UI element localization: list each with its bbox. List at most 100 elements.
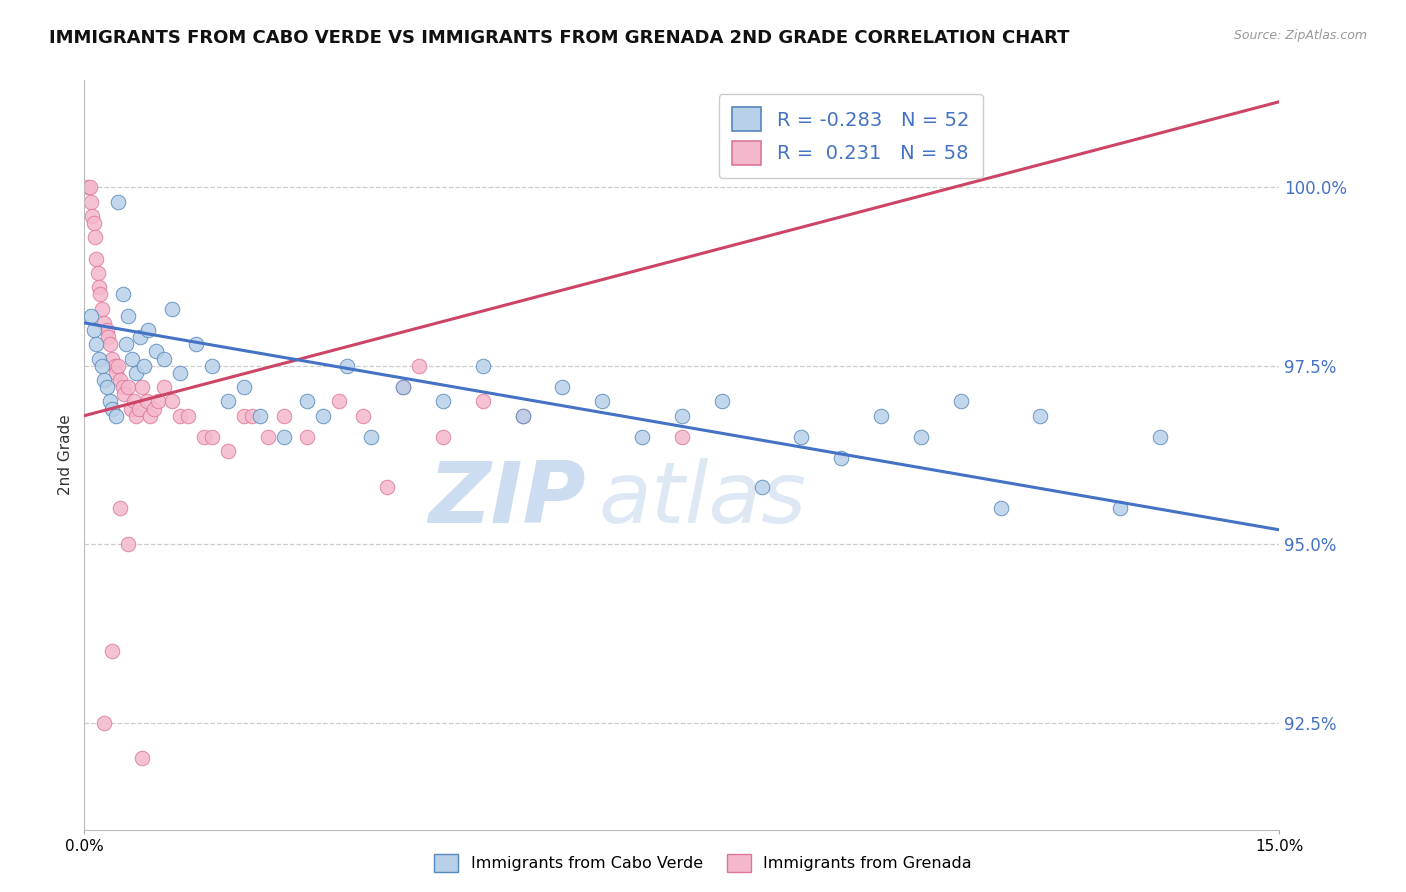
Point [512, 409, 534, 423]
Point [273, 430, 295, 444]
Point [1029, 409, 1052, 423]
Point [120, 401, 142, 416]
Point [98, 394, 121, 409]
Point [160, 301, 183, 316]
Point [89, 287, 111, 301]
Point [249, 409, 271, 423]
Point [110, 373, 132, 387]
Point [83, 323, 105, 337]
Point [217, 444, 239, 458]
Point [169, 409, 191, 423]
Point [217, 394, 239, 409]
Point [432, 394, 454, 409]
Text: Source: ZipAtlas.com: Source: ZipAtlas.com [1233, 29, 1367, 42]
Point [90, 359, 112, 373]
Point [105, 366, 128, 380]
Text: ZIP: ZIP [429, 458, 586, 541]
Point [830, 451, 852, 466]
Point [910, 430, 932, 444]
Point [111, 287, 134, 301]
Point [97, 330, 120, 344]
Point [297, 394, 319, 409]
Point [136, 323, 159, 337]
Point [297, 430, 319, 444]
Point [710, 394, 733, 409]
Point [790, 430, 813, 444]
Point [93, 316, 115, 330]
Point [80, 309, 103, 323]
Point [121, 351, 143, 366]
Point [408, 359, 430, 373]
Point [184, 337, 207, 351]
Point [86, 252, 108, 266]
Point [432, 430, 454, 444]
Point [117, 537, 139, 551]
Point [80, 194, 103, 209]
Point [336, 359, 359, 373]
Point [201, 430, 224, 444]
Point [117, 380, 139, 394]
Point [360, 430, 382, 444]
Point [93, 373, 115, 387]
Text: IMMIGRANTS FROM CABO VERDE VS IMMIGRANTS FROM GRENADA 2ND GRADE CORRELATION CHAR: IMMIGRANTS FROM CABO VERDE VS IMMIGRANTS… [49, 29, 1070, 46]
Point [122, 394, 145, 409]
Point [82, 209, 104, 223]
Point [87, 351, 110, 366]
Point [990, 501, 1012, 516]
Point [512, 409, 534, 423]
Point [751, 480, 773, 494]
Point [201, 359, 224, 373]
Point [870, 409, 893, 423]
Point [471, 394, 494, 409]
Point [131, 380, 153, 394]
Point [83, 230, 105, 244]
Point [98, 337, 121, 351]
Point [551, 380, 574, 394]
Point [160, 394, 183, 409]
Point [110, 501, 132, 516]
Point [117, 309, 139, 323]
Point [153, 380, 176, 394]
Text: atlas: atlas [599, 458, 806, 541]
Point [131, 751, 153, 765]
Point [146, 394, 169, 409]
Point [87, 266, 110, 280]
Point [132, 359, 156, 373]
Point [125, 409, 148, 423]
Point [153, 351, 176, 366]
Point [949, 394, 972, 409]
Point [112, 387, 135, 401]
Point [256, 430, 278, 444]
Point [591, 394, 613, 409]
Point [193, 430, 215, 444]
Point [128, 401, 150, 416]
Point [86, 337, 108, 351]
Y-axis label: 2nd Grade: 2nd Grade [58, 415, 73, 495]
Point [232, 380, 254, 394]
Point [312, 409, 335, 423]
Point [101, 401, 124, 416]
Point [96, 323, 118, 337]
Point [138, 409, 160, 423]
Legend: R = -0.283   N = 52, R =  0.231   N = 58: R = -0.283 N = 52, R = 0.231 N = 58 [718, 94, 983, 178]
Point [240, 409, 263, 423]
Point [111, 380, 134, 394]
Point [177, 409, 200, 423]
Point [328, 394, 350, 409]
Point [83, 216, 105, 230]
Point [107, 359, 129, 373]
Point [105, 409, 128, 423]
Point [101, 644, 124, 658]
Point [79, 180, 101, 194]
Legend: Immigrants from Cabo Verde, Immigrants from Grenada: Immigrants from Cabo Verde, Immigrants f… [426, 847, 980, 880]
Point [101, 351, 124, 366]
Point [107, 194, 129, 209]
Point [392, 380, 415, 394]
Point [90, 301, 112, 316]
Point [135, 394, 157, 409]
Point [96, 380, 118, 394]
Point [1149, 430, 1171, 444]
Point [471, 359, 494, 373]
Point [631, 430, 654, 444]
Point [114, 337, 136, 351]
